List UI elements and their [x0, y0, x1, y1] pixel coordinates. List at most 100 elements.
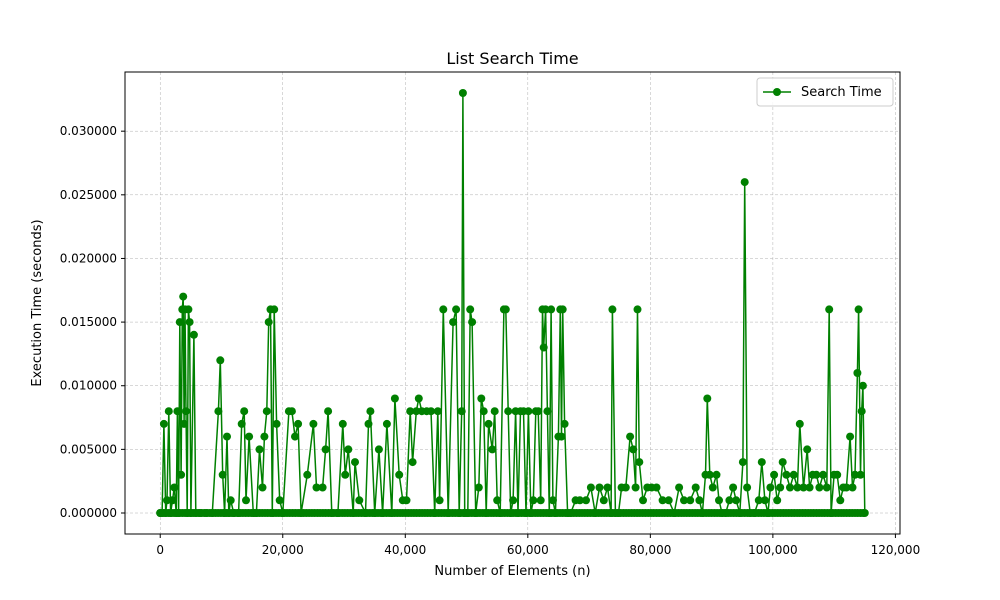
data-point [614, 509, 623, 517]
data-point [635, 458, 644, 467]
data-point [408, 458, 417, 467]
data-point [691, 483, 700, 492]
data-point [484, 419, 493, 428]
data-point [264, 318, 273, 327]
data-point [725, 496, 734, 505]
data-point [509, 496, 518, 505]
data-point [287, 407, 296, 416]
data-point [591, 509, 600, 517]
y-tick-label: 0.030000 [60, 124, 117, 138]
data-point [827, 509, 836, 517]
data-point [858, 381, 867, 390]
data-point [382, 419, 391, 428]
data-point [501, 305, 510, 314]
data-point [803, 445, 812, 454]
data-point [262, 407, 271, 416]
data-point [815, 483, 824, 492]
data-point [370, 509, 379, 517]
data-point [575, 496, 584, 505]
data-point [427, 407, 435, 416]
data-point [582, 496, 590, 505]
data-point [223, 432, 231, 441]
data-point [782, 470, 791, 479]
data-point [539, 343, 548, 352]
data-point [534, 407, 543, 416]
data-point [378, 509, 387, 517]
data-point [327, 509, 336, 517]
data-point [355, 496, 364, 505]
data-point [608, 305, 617, 314]
data-point [629, 445, 638, 454]
data-point [458, 89, 467, 97]
data-point [479, 407, 488, 416]
data-point [179, 292, 188, 301]
data-point [526, 509, 535, 517]
data-point [857, 407, 866, 416]
data-point [631, 483, 640, 492]
y-axis-ticks: 0.000000 0.005000 0.010000 0.015000 0.020000… [60, 124, 125, 520]
data-point [278, 509, 287, 517]
x-tick-label: 80,000 [629, 543, 671, 557]
data-point [633, 305, 642, 314]
data-point [514, 509, 522, 517]
data-point [846, 432, 855, 441]
x-tick-label: 0 [156, 543, 164, 557]
data-point [361, 509, 370, 517]
data-point [848, 483, 857, 492]
data-point [344, 445, 353, 454]
data-point [557, 432, 566, 441]
data-point [164, 407, 173, 416]
data-point [180, 419, 189, 428]
data-point [760, 496, 769, 505]
data-point [275, 496, 284, 505]
data-point [218, 470, 227, 479]
data-point [743, 483, 752, 492]
data-point [163, 496, 171, 505]
data-point [390, 394, 399, 403]
data-point [639, 496, 647, 505]
data-point [536, 496, 545, 505]
data-point [595, 483, 604, 492]
data-point [291, 432, 299, 441]
data-point [493, 496, 502, 505]
data-point [374, 445, 383, 454]
data-point [603, 483, 612, 492]
data-point [506, 509, 515, 517]
data-point [482, 509, 491, 517]
x-tick-label: 60,000 [507, 543, 549, 557]
data-point [490, 407, 499, 416]
data-point [712, 470, 721, 479]
data-point [341, 470, 350, 479]
data-point [541, 305, 550, 314]
data-point [468, 318, 477, 327]
data-point [524, 407, 533, 416]
data-point [351, 458, 359, 467]
data-point [349, 509, 358, 517]
series-search-time [156, 89, 869, 517]
data-point [477, 394, 486, 403]
data-point [703, 394, 712, 403]
data-point [159, 419, 168, 428]
data-point [819, 470, 828, 479]
data-point [488, 445, 497, 454]
y-tick-label: 0.020000 [60, 251, 117, 265]
data-point [757, 458, 766, 467]
plot-area-frame [124, 71, 901, 535]
data-point [202, 509, 211, 517]
data-point [786, 483, 794, 492]
x-tick-label: 40,000 [384, 543, 426, 557]
data-point [272, 419, 281, 428]
data-point [715, 496, 723, 505]
data-point [708, 483, 717, 492]
legend-label-search-time: Search Time [801, 85, 882, 100]
data-point [812, 470, 821, 479]
data-point [174, 509, 183, 517]
data-point [626, 432, 635, 441]
legend-marker-sample [773, 88, 781, 96]
data-point [675, 483, 684, 492]
data-point [312, 483, 321, 492]
data-point [439, 305, 448, 314]
data-point [166, 509, 175, 517]
data-point [529, 496, 538, 505]
